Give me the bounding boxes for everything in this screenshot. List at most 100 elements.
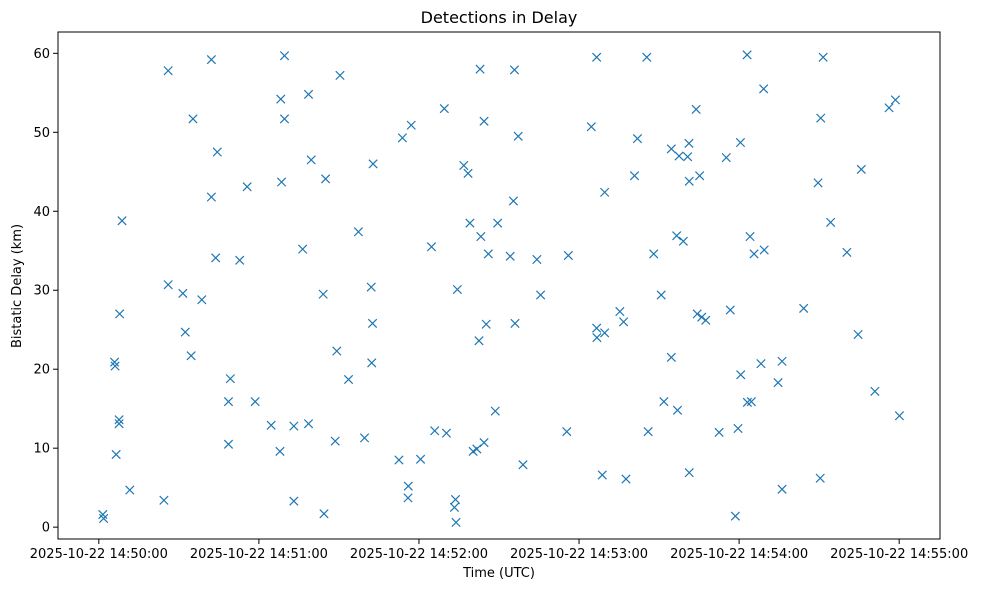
data-point [691, 104, 701, 115]
data-point [163, 280, 173, 290]
y-tick-label: 30 [33, 284, 50, 299]
data-point [600, 187, 610, 197]
data-point [415, 454, 426, 464]
data-point [842, 247, 852, 257]
data-point [825, 217, 836, 227]
data-point [672, 405, 683, 415]
data-point [335, 70, 345, 81]
data-point [597, 470, 607, 480]
data-point [532, 254, 542, 265]
data-point [276, 177, 287, 187]
data-point [735, 137, 746, 148]
data-point [856, 164, 866, 175]
data-point [799, 303, 809, 314]
data-point [223, 439, 234, 449]
data-point [449, 502, 460, 513]
data-point [276, 94, 286, 104]
data-point [649, 249, 659, 259]
data-point [474, 336, 484, 346]
data-point [394, 455, 404, 465]
data-point [98, 509, 108, 520]
data-point [745, 231, 755, 242]
x-tick-label: 2025-10-22 14:50:00 [30, 547, 168, 562]
data-point [678, 236, 688, 246]
data-point [250, 396, 260, 407]
data-point [682, 152, 693, 162]
data-point [725, 305, 735, 315]
data-point [114, 419, 124, 429]
data-point [656, 290, 666, 300]
data-point [279, 51, 290, 61]
data-markers [98, 50, 905, 528]
data-point [441, 428, 452, 438]
data-point [406, 120, 416, 130]
data-point [211, 253, 221, 263]
data-point [592, 52, 602, 62]
data-point [114, 415, 124, 425]
data-point [426, 242, 437, 252]
data-point [117, 216, 127, 226]
data-point [714, 427, 724, 438]
data-point [298, 244, 308, 254]
data-point [366, 282, 376, 292]
data-point [481, 319, 491, 329]
data-point [111, 449, 121, 460]
data-point [463, 168, 473, 178]
data-point [672, 231, 682, 241]
data-point [180, 327, 190, 337]
plot-frame [57, 31, 941, 540]
data-point [318, 289, 328, 299]
y-tick-label: 50 [33, 126, 50, 141]
data-point [403, 493, 413, 503]
data-point [666, 352, 676, 362]
y-tick-label: 10 [33, 442, 50, 457]
data-point [225, 374, 235, 384]
x-tick-label: 2025-10-22 14:52:00 [350, 547, 488, 562]
data-point [223, 396, 234, 407]
y-tick-label: 40 [33, 205, 50, 220]
data-point [403, 481, 413, 491]
data-point [319, 509, 329, 519]
data-point [451, 517, 461, 528]
data-point [332, 346, 342, 356]
data-point [289, 421, 299, 431]
data-point [642, 52, 652, 62]
data-point [518, 460, 528, 470]
data-point [330, 436, 340, 446]
data-point [615, 306, 625, 317]
data-point [505, 251, 515, 261]
data-point [643, 426, 653, 437]
data-point [894, 411, 905, 421]
data-point [509, 65, 520, 75]
plot-area [57, 31, 941, 540]
data-point [472, 444, 482, 454]
y-tick-label: 20 [33, 363, 50, 378]
data-point [450, 494, 461, 505]
data-point [206, 55, 217, 65]
data-point [618, 317, 629, 327]
data-point [178, 288, 188, 299]
data-point [870, 386, 880, 396]
data-point [303, 419, 314, 429]
data-point [563, 250, 573, 261]
data-point [773, 378, 783, 388]
data-point [368, 159, 378, 169]
data-point [592, 332, 602, 343]
data-point [777, 356, 787, 366]
data-point [756, 359, 766, 369]
data-point [684, 176, 694, 186]
data-point [479, 438, 489, 448]
data-point [430, 426, 440, 436]
data-point [692, 309, 702, 319]
data-point [674, 151, 684, 161]
data-point [733, 423, 743, 434]
data-point [110, 361, 120, 371]
data-point [632, 133, 643, 144]
x-tick-label: 2025-10-22 14:53:00 [510, 547, 648, 562]
data-point [884, 103, 894, 113]
data-point [730, 511, 740, 521]
data-point [818, 52, 828, 62]
data-point [513, 131, 523, 141]
data-point [777, 484, 787, 494]
